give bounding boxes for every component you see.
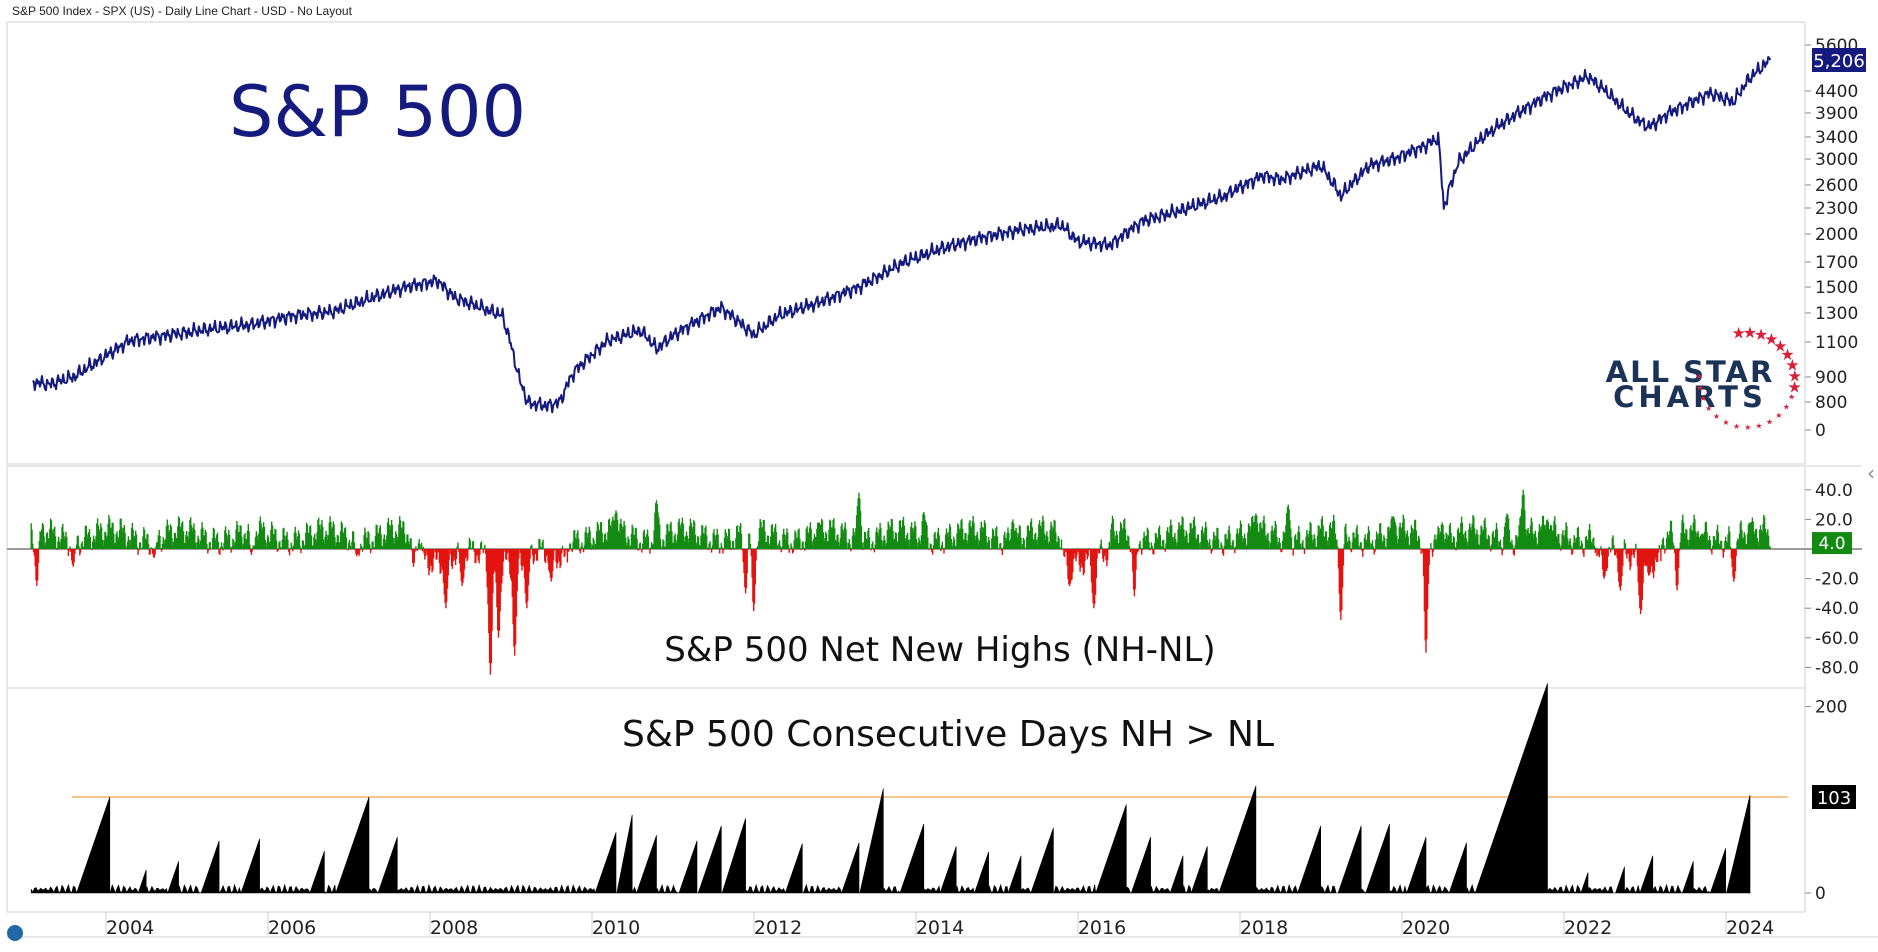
price-ytick-label: 4400 [1815,82,1858,102]
price-ytick-label: 2300 [1815,199,1858,219]
x-tick-label: 2008 [430,917,478,939]
logo-star-icon: ★ [1764,330,1778,349]
logo-line2: CHARTS [1613,380,1767,414]
logo-star-icon: ★ [1775,411,1782,420]
price-ytick-label: 2000 [1815,225,1858,245]
logo-star-icon: ★ [1788,366,1802,385]
price-ytick-label: 3000 [1815,150,1858,170]
consecutive-days-title: S&P 500 Consecutive Days NH > NL [622,714,1274,755]
price-last-label: 5,206 [1813,51,1865,72]
logo-star-icon: ★ [1773,337,1787,356]
nh-ytick-label: -40.0 [1815,599,1859,619]
consecutive-days-panel: S&P 500 Consecutive Days NH > NL 200 0 103 [30,683,1856,904]
logo-star-icon: ★ [1743,323,1757,342]
x-tick-label: 2022 [1564,917,1612,939]
price-ytick-label: 1300 [1815,304,1858,324]
logo-star-icon: ★ [1722,418,1729,427]
optuma-icon [7,925,23,941]
logo-star-icon: ★ [1787,378,1801,397]
x-tick-label: 2010 [592,917,640,939]
price-last-badge [1812,48,1866,72]
logo-star-icon: ★ [1766,417,1773,426]
cd-ytick-label: 0 [1815,884,1826,904]
nh-negative-bars [32,549,1737,675]
scroll-left-icon: ‹ [1867,461,1875,485]
logo-star-icon: ★ [1699,394,1706,403]
price-panel: S&P 500 0 800 900 1100 1300 1500 1700 2000 2300 2… [31,36,1866,441]
net-new-highs-panel: S&P 500 Net New Highs (NH-NL) 40.0 20.0 -2… [7,461,1875,678]
price-ytick-label: 2600 [1815,176,1858,196]
nh-last-badge [1812,532,1852,555]
logo-star-icon: ★ [1696,372,1703,381]
nh-last-label: 4.0 [1818,534,1845,554]
all-star-charts-logo: ALL STAR CHARTS ★★★★★★★★★★★★★★★★★★★★★★ [1606,323,1802,432]
price-ytick-label: 0 [1815,421,1826,441]
logo-star-icon: ★ [1705,404,1712,413]
price-ytick-label: 1700 [1815,253,1858,273]
nh-ytick-label: 20.0 [1815,510,1853,530]
logo-star-icon: ★ [1733,422,1740,431]
x-axis: 2004 2006 2008 2010 2012 2014 2016 2018 2020 2022… [105,912,1774,939]
logo-star-icon: ★ [1780,345,1794,364]
x-tick-label: 2006 [268,917,316,939]
logo-star-icon: ★ [1783,403,1790,412]
price-ytick-label: 1500 [1815,278,1858,298]
optuma-logo [7,925,23,941]
consecutive-days-area [30,683,1751,895]
logo-star-icon: ★ [1732,324,1746,343]
logo-star-icon: ★ [1713,412,1720,421]
x-tick-label: 2018 [1240,917,1288,939]
x-tick-label: 2014 [916,917,964,939]
x-tick-label: 2024 [1726,917,1774,939]
nh-ytick-label: -20.0 [1815,570,1859,590]
price-ytick-label: 3900 [1815,104,1858,124]
nh-ytick-label: 40.0 [1815,481,1853,501]
logo-star-icon: ★ [1785,355,1799,374]
cd-last-badge [1812,785,1856,810]
logo-star-icon: ★ [1788,393,1795,402]
net-new-highs-title: S&P 500 Net New Highs (NH-NL) [664,630,1215,670]
cd-ytick-label: 200 [1815,698,1847,718]
x-tick-label: 2016 [1078,917,1126,939]
logo-star-icon: ★ [1755,422,1762,431]
x-tick-label: 2004 [106,917,154,939]
logo-star-icon: ★ [1754,325,1768,344]
price-panel-title: S&P 500 [229,71,526,153]
logo-line1: ALL STAR [1606,355,1775,389]
x-tick-label: 2012 [754,917,802,939]
x-tick-label: 2020 [1402,917,1450,939]
price-ytick-label: 3400 [1815,128,1858,148]
nh-positive-bars [30,489,1771,549]
price-ytick-label: 800 [1815,393,1847,413]
logo-star-icon: ★ [1696,383,1703,392]
price-line [31,56,1772,414]
page-title: S&P 500 Index - SPX (US) - Daily Line Ch… [12,4,352,18]
cd-last-label: 103 [1817,788,1851,809]
nh-ytick-label: -60.0 [1815,629,1859,649]
price-ytick-label: 900 [1815,368,1847,388]
panel-frames [6,21,1878,938]
nh-ytick-label: -80.0 [1815,658,1859,678]
logo-star-icon: ★ [1744,423,1751,432]
price-ytick-label: 1100 [1815,333,1858,353]
